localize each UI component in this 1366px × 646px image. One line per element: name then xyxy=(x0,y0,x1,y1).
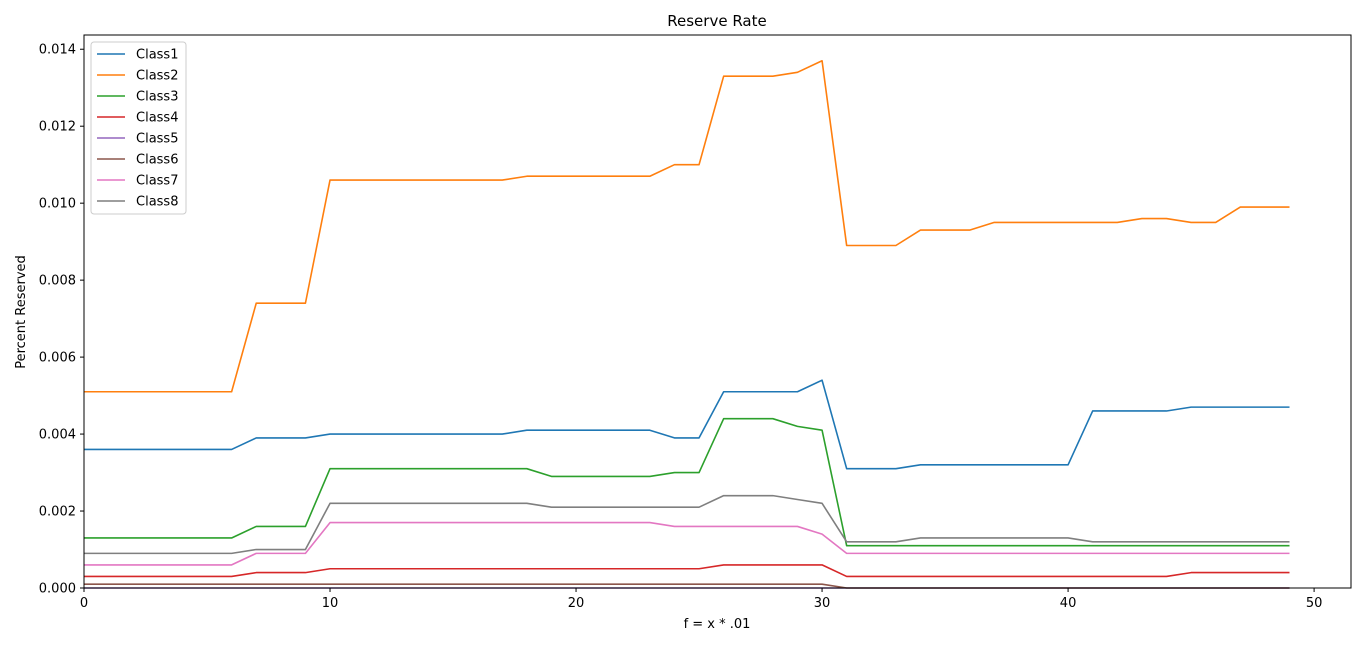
legend-label-class8: Class8 xyxy=(136,195,178,210)
x-tick-label: 50 xyxy=(1306,596,1323,611)
series-line-class3 xyxy=(84,417,1290,547)
x-axis-label: f = x * .01 xyxy=(684,617,751,632)
legend-label-class7: Class7 xyxy=(136,174,178,189)
chart-title: Reserve Rate xyxy=(667,12,766,30)
legend-items: Class1 Class2 Class3 Class4 Class5 Class6 Clas… xyxy=(97,48,178,210)
legend-label-class3: Class3 xyxy=(136,90,178,105)
y-tick-label: 0.014 xyxy=(39,43,76,58)
legend-label-class6: Class6 xyxy=(136,153,178,168)
y-tick-label: 0.006 xyxy=(39,351,76,366)
series-line-class4 xyxy=(84,564,1290,578)
legend: Class1 Class2 Class3 Class4 Class5 Class6 Clas… xyxy=(90,41,187,215)
plot-frame xyxy=(83,34,1352,589)
x-tick-label: 40 xyxy=(1060,596,1077,611)
legend-frame xyxy=(90,41,187,215)
series-line-class2 xyxy=(84,59,1290,393)
y-axis: 0.000 0.002 0.004 0.006 0.008 0.010 0.012 0.014 xyxy=(39,43,84,597)
series-line-class8 xyxy=(84,494,1290,555)
y-tick-label: 0.004 xyxy=(39,428,76,443)
series-line-class1 xyxy=(84,379,1290,470)
y-axis-label: Percent Reserved xyxy=(14,255,29,369)
legend-label-class4: Class4 xyxy=(136,111,178,126)
x-tick-label: 30 xyxy=(814,596,831,611)
legend-label-class1: Class1 xyxy=(136,48,178,63)
y-tick-label: 0.002 xyxy=(39,505,76,520)
legend-label-class5: Class5 xyxy=(136,132,178,147)
y-tick-label: 0.012 xyxy=(39,120,76,135)
x-tick-label: 10 xyxy=(322,596,339,611)
x-axis: 0 10 20 30 40 50 xyxy=(80,588,1323,611)
x-tick-label: 20 xyxy=(568,596,585,611)
legend-label-class2: Class2 xyxy=(136,69,178,84)
y-tick-label: 0.008 xyxy=(39,274,76,289)
series-line-class7 xyxy=(84,521,1290,566)
y-tick-label: 0.010 xyxy=(39,197,76,212)
y-tick-label: 0.000 xyxy=(39,582,76,597)
x-tick-label: 0 xyxy=(80,596,88,611)
